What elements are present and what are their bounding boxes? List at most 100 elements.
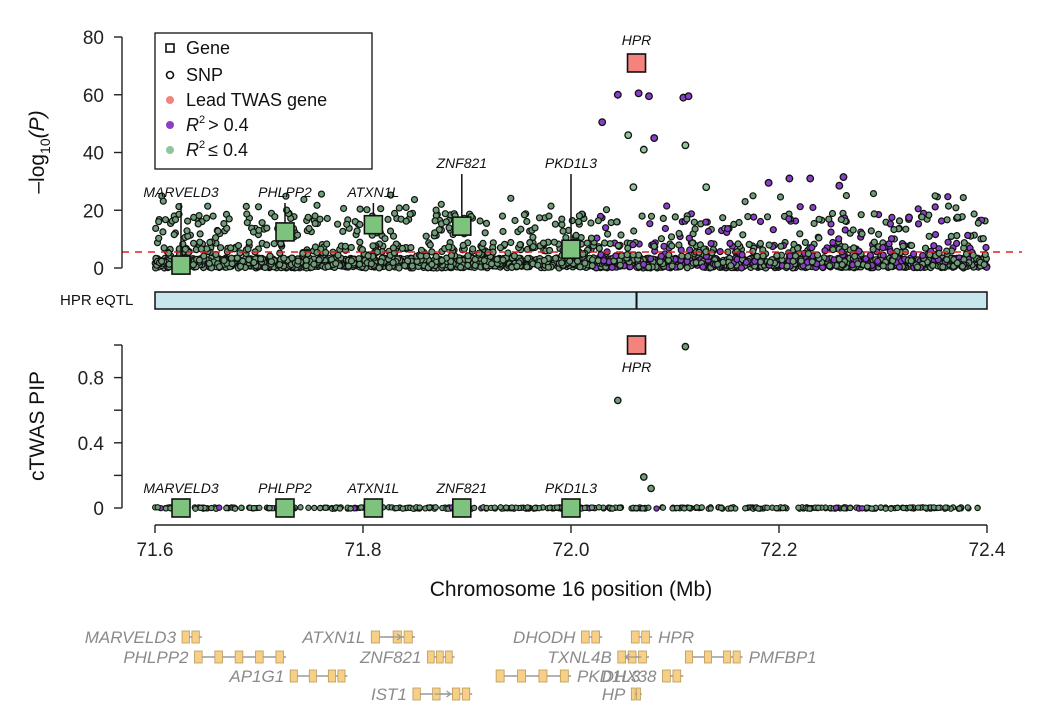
snp-point	[612, 252, 620, 260]
track-exon	[370, 630, 380, 644]
snp-point	[432, 206, 440, 214]
snp-point	[389, 258, 397, 267]
snp-point	[675, 241, 683, 249]
snp-point	[929, 261, 937, 269]
pip-snp-point	[755, 505, 762, 512]
snp-point	[944, 202, 953, 210]
snp-point	[629, 241, 637, 249]
snp-point	[858, 230, 866, 238]
snp-point	[753, 252, 761, 260]
snp-point	[540, 256, 548, 265]
snp-point	[678, 252, 686, 260]
pip-gene-label: PHLPP2	[258, 480, 312, 496]
snp-point	[660, 242, 668, 250]
pip-snp-point	[832, 504, 840, 511]
highlight-snp-point	[634, 89, 643, 98]
snp-point	[825, 262, 834, 270]
snp-point	[364, 252, 372, 260]
snp-point	[384, 215, 392, 223]
bottom-highlight-snps	[613, 342, 690, 493]
snp-point	[841, 243, 849, 251]
snp-point	[796, 203, 804, 211]
snp-point	[181, 245, 189, 253]
track-gene-label: DHODH	[513, 628, 576, 647]
snp-point	[691, 225, 699, 233]
snp-point	[263, 241, 271, 249]
snp-point	[835, 235, 843, 243]
snp-point	[671, 213, 679, 221]
legend-lead-swatch	[166, 96, 174, 104]
snp-point	[739, 231, 747, 239]
snp-point	[888, 213, 896, 221]
snp-point	[407, 244, 415, 252]
legend: Gene SNP Lead TWAS gene R2 > 0.4 R2 ≤ 0.4	[154, 32, 373, 170]
snp-point	[196, 230, 204, 238]
snp-point	[499, 227, 507, 236]
pip-snp-point	[471, 504, 478, 512]
highlight-snp-point	[639, 145, 648, 154]
track-exon	[672, 669, 682, 683]
highlight-snp-point	[905, 213, 913, 222]
snp-point	[603, 230, 612, 238]
snp-point	[369, 242, 377, 250]
snp-point	[583, 239, 591, 247]
pip-highlight-snp	[647, 484, 655, 493]
snp-point	[215, 263, 224, 271]
snp-point	[410, 196, 419, 204]
bottom-panel: MARVELD3 PHLPP2 ATXN1L ZNF821 PKD1L3 HPR 0 0.4…	[26, 335, 1006, 601]
snp-point	[576, 263, 584, 271]
snp-point	[271, 213, 279, 221]
snp-point	[828, 209, 837, 218]
snp-point	[377, 258, 385, 266]
snp-point	[209, 212, 217, 220]
snp-point	[838, 261, 846, 269]
snp-point	[777, 242, 785, 250]
snp-point	[164, 249, 173, 257]
track-gene-label: PKD1L3	[577, 667, 641, 686]
bottom-gene-markers: MARVELD3 PHLPP2 ATXN1L ZNF821 PKD1L3 HPR	[143, 335, 651, 518]
snp-point	[158, 257, 166, 265]
legend-high-ld-label: R2 > 0.4	[186, 114, 249, 135]
snp-point	[657, 235, 666, 243]
highlight-snp-point	[613, 90, 622, 99]
snp-point	[841, 226, 849, 234]
snp-point	[428, 260, 436, 268]
snp-point	[426, 241, 434, 249]
pip-snp-point	[503, 504, 510, 511]
track-exon	[559, 669, 569, 683]
snp-point	[401, 262, 409, 270]
snp-point	[437, 200, 445, 208]
snp-point	[531, 224, 539, 232]
pip-snp-point	[223, 504, 230, 512]
snp-point	[431, 229, 439, 237]
pip-snp-point	[197, 504, 204, 512]
snp-point	[750, 213, 758, 221]
highlight-snp-point	[681, 141, 690, 150]
track-exon	[591, 630, 600, 644]
snp-point	[867, 227, 875, 235]
snp-point	[667, 233, 676, 241]
snp-point	[334, 220, 342, 228]
pip-snp-point	[887, 505, 894, 512]
pip-snp-point	[773, 504, 780, 512]
gene-marker	[561, 239, 581, 260]
pip-snp-point	[707, 505, 714, 512]
snp-point	[488, 260, 496, 268]
gene-label: HPR	[622, 32, 652, 48]
snp-point	[441, 210, 449, 218]
pip-snp-point	[964, 504, 971, 511]
snp-point	[773, 252, 781, 260]
snp-point	[469, 245, 477, 253]
snp-point	[270, 240, 278, 248]
snp-point	[214, 227, 222, 235]
snp-point	[316, 215, 324, 223]
pip-snp-point	[639, 505, 646, 512]
pip-gene-marker	[451, 498, 472, 518]
snp-point	[581, 259, 589, 267]
track-gene-label: IST1	[371, 685, 407, 704]
eqtl-bar	[154, 291, 988, 310]
pip-gene-label: PKD1L3	[545, 480, 597, 496]
snp-point	[944, 193, 952, 201]
snp-point	[785, 215, 793, 223]
snp-point	[684, 252, 692, 260]
